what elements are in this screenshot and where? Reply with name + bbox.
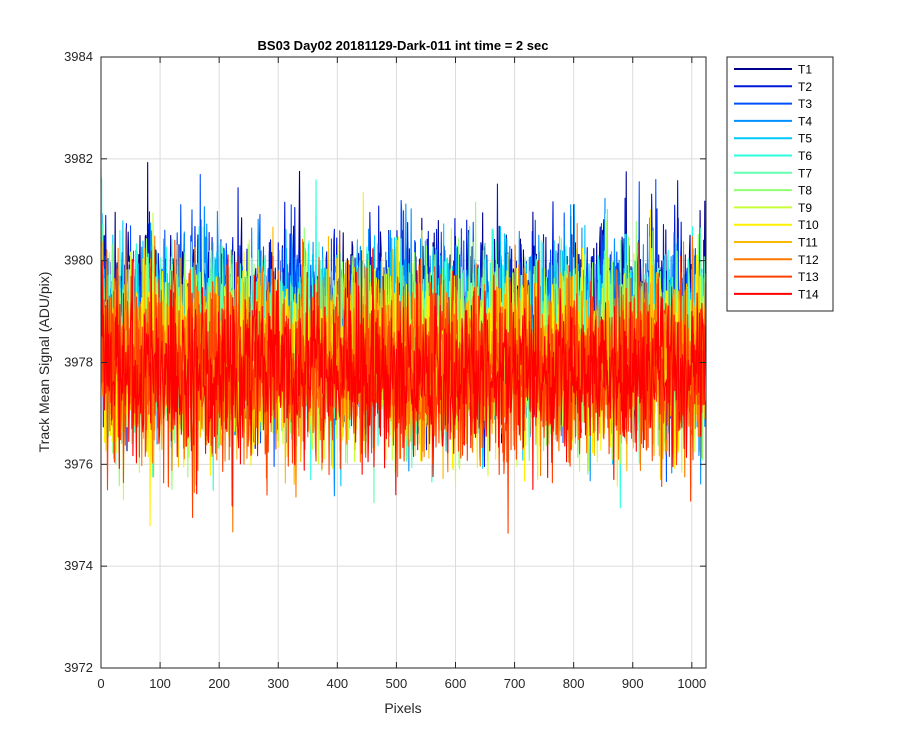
legend-label-t14: T14: [798, 287, 819, 301]
legend: T1 T2 T3 T4 T5 T6 T7 T8 T9 T10 T11 T12 T13 T14: [726, 56, 834, 312]
x-tick-label: 400: [326, 676, 348, 691]
y-tick-label: 3984: [64, 49, 93, 64]
legend-label-t4: T4: [798, 114, 812, 128]
x-tick-label: 800: [563, 676, 585, 691]
y-tick-label: 3978: [64, 355, 93, 370]
y-tick-label: 3972: [64, 660, 93, 675]
legend-label-t8: T8: [798, 184, 812, 198]
x-tick-label: 200: [208, 676, 230, 691]
y-tick-label: 3980: [64, 253, 93, 268]
x-tick-label: 900: [622, 676, 644, 691]
legend-box: [726, 56, 834, 312]
series-layer: [100, 162, 706, 534]
legend-label-t3: T3: [798, 97, 812, 111]
legend-label-t1: T1: [798, 63, 812, 77]
legend-label-t2: T2: [798, 80, 812, 94]
x-tick-label: 0: [97, 676, 104, 691]
chart-title: BS03 Day02 20181129-Dark-011 int time = …: [258, 38, 549, 53]
series-line-t14: [100, 248, 706, 507]
legend-label-t13: T13: [798, 270, 819, 284]
x-tick-label: 1000: [677, 676, 706, 691]
y-axis-label: Track Mean Signal (ADU/pix): [36, 272, 52, 453]
legend-label-t7: T7: [798, 166, 812, 180]
y-tick-label: 3982: [64, 151, 93, 166]
legend-label-t6: T6: [798, 149, 812, 163]
y-tick-label: 3974: [64, 558, 93, 573]
legend-label-t12: T12: [798, 253, 819, 267]
x-tick-label: 300: [267, 676, 289, 691]
legend-label-t10: T10: [798, 218, 819, 232]
legend-label-t5: T5: [798, 132, 812, 146]
legend-label-t11: T11: [798, 236, 818, 250]
ticks: 0 100 200 300 400 500 600 700 800 900 1000 3972 3974…: [64, 49, 706, 691]
x-tick-label: 700: [504, 676, 526, 691]
legend-label-t9: T9: [798, 201, 812, 215]
x-axis-label: Pixels: [384, 700, 421, 716]
x-tick-label: 100: [149, 676, 171, 691]
x-tick-label: 600: [445, 676, 467, 691]
y-tick-label: 3976: [64, 456, 93, 471]
x-tick-label: 500: [386, 676, 408, 691]
